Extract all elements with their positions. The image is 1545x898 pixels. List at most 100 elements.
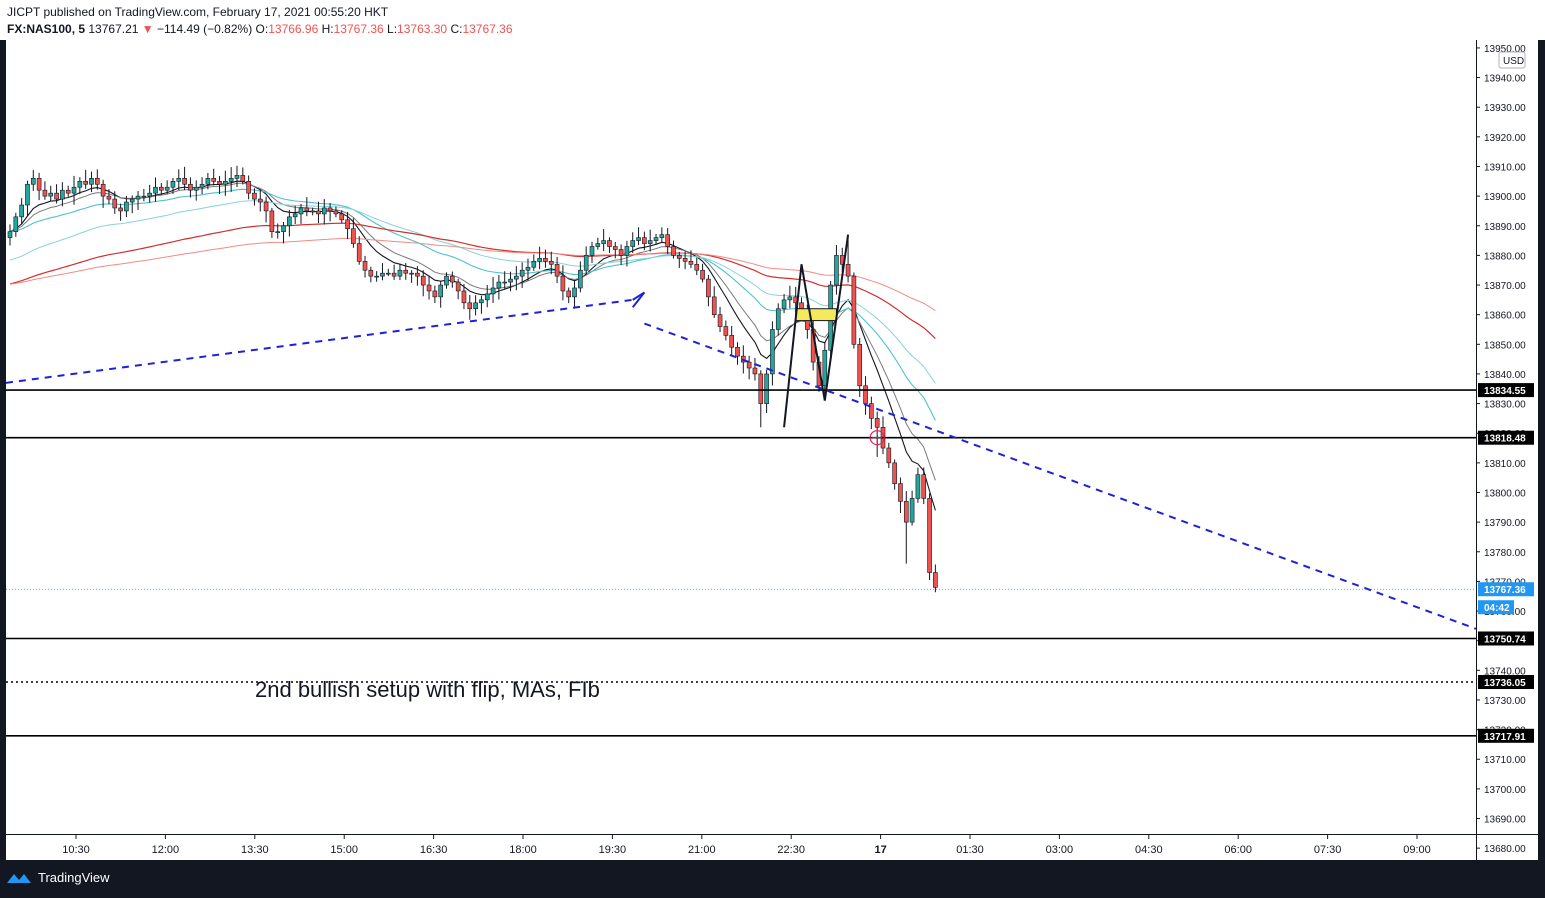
candle-up	[822, 349, 828, 387]
candle-down	[700, 269, 705, 280]
candle-up	[298, 207, 304, 215]
y-tick-label: 13800.00	[1484, 488, 1526, 499]
x-tick-label: 04:30	[1135, 844, 1163, 856]
y-tick-label: 13850.00	[1484, 340, 1526, 351]
currency-tag[interactable]	[1498, 51, 1526, 69]
candle-down	[182, 178, 187, 185]
setup-annotation: 2nd bullish setup with flip, MAs, FIb	[255, 677, 600, 702]
candle-up	[519, 269, 525, 277]
candle-down	[746, 361, 752, 369]
low-label: L:	[387, 22, 398, 36]
candle-up	[647, 240, 653, 244]
candle-up	[48, 192, 54, 197]
candle-down	[723, 326, 729, 336]
x-tick-label: 18:00	[509, 844, 537, 856]
y-tick-label: 13740.00	[1484, 666, 1526, 677]
ascending-trendline[interactable]	[5, 298, 633, 384]
y-tick-label: 13690.00	[1484, 815, 1526, 826]
candle-down	[217, 180, 222, 185]
entry-circle-marker[interactable]	[869, 430, 885, 446]
candle-up	[589, 246, 595, 256]
x-tick-label: 01:30	[956, 844, 984, 856]
countdown-label: 04:42	[1484, 603, 1510, 614]
horizontal-levels[interactable]	[6, 389, 1476, 737]
candle-down	[450, 275, 455, 283]
footer-bar: TradingView	[0, 860, 1545, 898]
candle-up	[193, 186, 199, 191]
descending-trendline[interactable]	[644, 322, 1477, 630]
candle-down	[455, 281, 461, 292]
chart-header: JICPT published on TradingView.com, Febr…	[0, 0, 1545, 40]
candle-down	[403, 269, 409, 274]
candle-down	[869, 403, 874, 419]
candle-down	[345, 219, 350, 230]
candle-down	[432, 290, 438, 298]
candle-down	[706, 278, 711, 298]
candle-down	[106, 195, 112, 200]
candle-down	[36, 178, 42, 191]
candle-up	[496, 281, 502, 289]
x-tick-label: 09:00	[1403, 844, 1431, 856]
candle-down	[112, 198, 118, 209]
candle-down	[845, 263, 851, 277]
candle-down	[415, 272, 420, 277]
currency-label: USD	[1503, 56, 1524, 67]
candle-down	[566, 290, 572, 298]
candle-up	[25, 183, 30, 206]
highlight-box[interactable]	[795, 308, 837, 322]
candle-up	[170, 180, 176, 188]
candle-down	[188, 183, 193, 191]
candle-down	[921, 474, 927, 499]
y-tick-label: 13840.00	[1484, 370, 1526, 381]
candle-down	[682, 258, 688, 262]
candle-up	[13, 216, 19, 232]
candle-up	[385, 272, 391, 275]
candle-down	[892, 462, 897, 484]
close-label: C:	[450, 22, 463, 36]
y-tick-label: 13780.00	[1484, 548, 1526, 559]
candle-down	[159, 186, 164, 191]
candle-up	[77, 180, 83, 188]
y-tick-label: 13890.00	[1484, 222, 1526, 233]
zigzag-pattern[interactable]	[783, 234, 850, 428]
x-tick-label: 22:30	[777, 844, 805, 856]
candle-up	[583, 255, 589, 271]
candle-down	[316, 210, 321, 215]
candle-down	[211, 178, 216, 182]
candle-up	[653, 237, 659, 241]
candle-up	[164, 186, 170, 191]
change-value: −114.49 (−0.82%)	[157, 22, 253, 36]
candle-down	[548, 261, 554, 265]
symbol-label[interactable]: FX:NAS100, 5	[7, 22, 86, 36]
candle-up	[624, 246, 630, 256]
candle-up	[490, 287, 496, 295]
candle-down	[118, 207, 123, 212]
candle-down	[263, 201, 269, 212]
candle-down	[54, 192, 59, 200]
candle-down	[612, 246, 618, 250]
candle-down	[618, 249, 624, 256]
candle-down	[100, 183, 106, 197]
candle-up	[781, 299, 787, 310]
trend-drawings[interactable]	[5, 234, 1477, 630]
high-value: 13767.36	[333, 22, 384, 36]
chart-frame: 13950.00 13940.00 13930.00 13920.00 13910.00…	[5, 40, 1538, 860]
candle-up	[531, 261, 537, 268]
candle-up	[205, 178, 211, 185]
trendline-arrow-lower[interactable]	[631, 291, 646, 308]
candle-down	[694, 263, 700, 271]
brand-label: TradingView	[38, 870, 110, 885]
y-tick-label: 13730.00	[1484, 696, 1526, 707]
tradingview-brand[interactable]: TradingView	[6, 870, 110, 885]
candle-down	[269, 210, 275, 232]
candle-down	[642, 237, 647, 244]
time-axis[interactable]: 10:30 12:00 13:30 15:00 16:30 18:00 19:30 21:00…	[62, 834, 1431, 856]
candle-up	[484, 293, 490, 301]
candle-up	[124, 201, 129, 212]
price-chart[interactable]: 13950.00 13940.00 13930.00 13920.00 13910.00…	[5, 40, 1538, 860]
candle-down	[898, 483, 903, 502]
candle-up	[775, 308, 781, 330]
candle-up	[630, 240, 636, 247]
open-label: O:	[255, 22, 269, 36]
candle-up	[223, 180, 228, 185]
